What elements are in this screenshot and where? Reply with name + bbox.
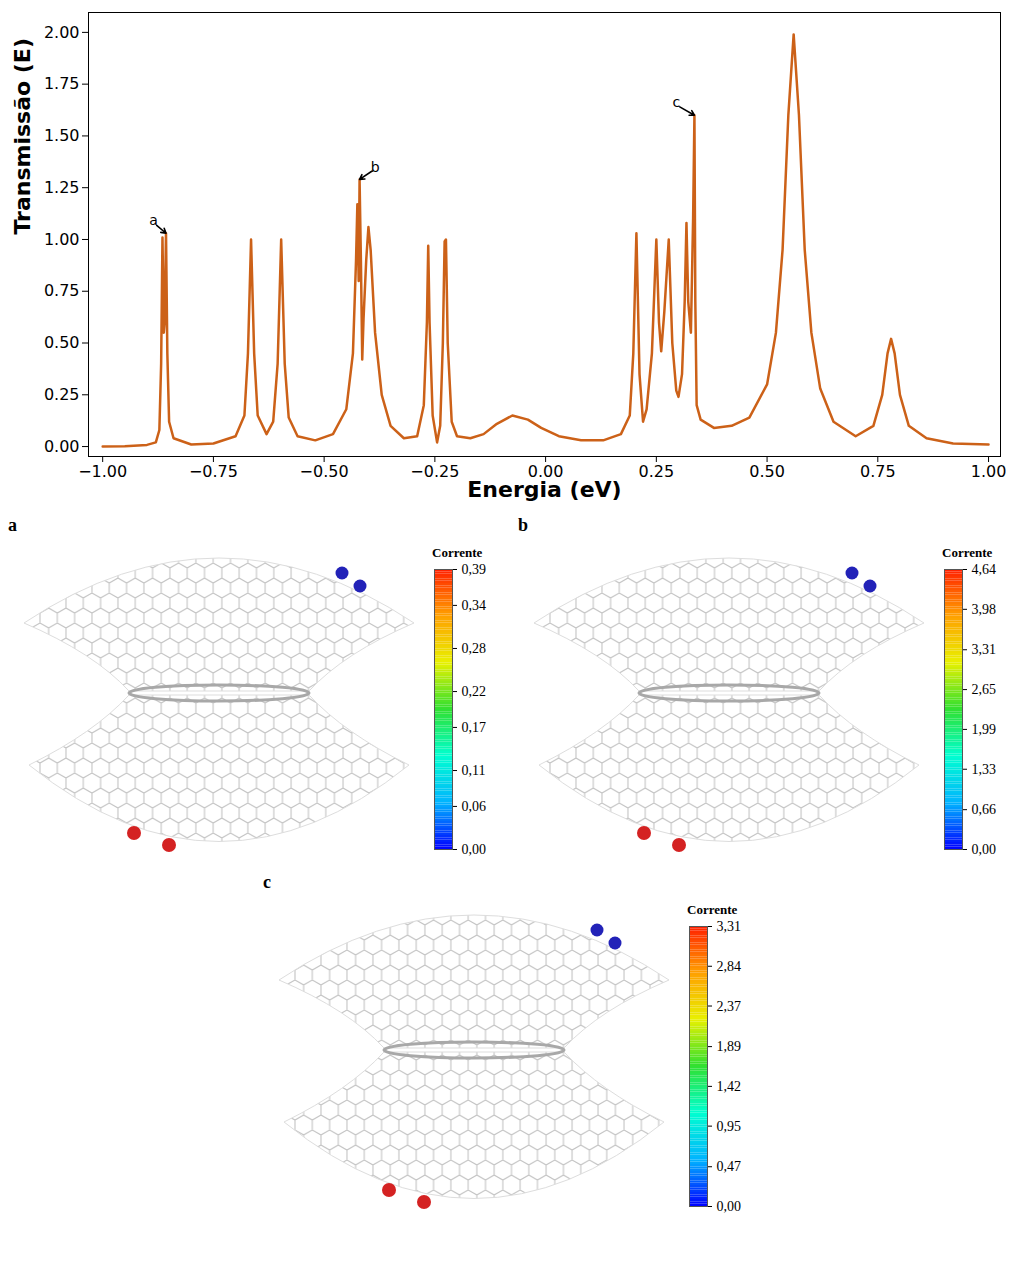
html-text:a: a: [8, 515, 17, 535]
svg-text:3,31: 3,31: [717, 919, 742, 934]
svg-text:0,34: 0,34: [462, 598, 487, 613]
svg-text:−0.50: −0.50: [300, 462, 349, 481]
svg-text:0,00: 0,00: [717, 1199, 742, 1214]
svg-text:1,99: 1,99: [972, 722, 997, 737]
html-text:c: c: [263, 872, 271, 892]
svg-text:−0.25: −0.25: [410, 462, 459, 481]
svg-text:1.75: 1.75: [44, 74, 80, 93]
svg-text:0,11: 0,11: [462, 763, 486, 778]
svg-text:2,65: 2,65: [972, 682, 997, 697]
svg-text:1.25: 1.25: [44, 178, 80, 197]
svg-text:0.25: 0.25: [639, 462, 675, 481]
svg-text:1.00: 1.00: [971, 462, 1007, 481]
html-text:Corrente: Corrente: [432, 545, 483, 560]
svg-text:0,47: 0,47: [717, 1159, 742, 1174]
svg-text:−1.00: −1.00: [78, 462, 127, 481]
svg-text:2,37: 2,37: [717, 998, 742, 1013]
svg-text:0,06: 0,06: [462, 799, 487, 814]
svg-text:b: b: [371, 159, 380, 175]
svg-text:0.50: 0.50: [749, 462, 785, 481]
svg-text:0,66: 0,66: [972, 802, 997, 817]
svg-text:1,33: 1,33: [972, 762, 997, 777]
html-text:Corrente: Corrente: [687, 902, 738, 917]
svg-text:0,22: 0,22: [462, 684, 487, 699]
html-text:Corrente: Corrente: [942, 545, 993, 560]
svg-text:0,00: 0,00: [972, 842, 997, 857]
svg-text:0.00: 0.00: [44, 437, 80, 456]
html-text:b: b: [518, 515, 528, 535]
svg-text:0.75: 0.75: [860, 462, 896, 481]
svg-text:0,28: 0,28: [462, 641, 487, 656]
svg-text:a: a: [149, 212, 158, 228]
svg-text:0.00: 0.00: [527, 461, 564, 481]
svg-text:1,89: 1,89: [717, 1039, 742, 1054]
svg-text:3,31: 3,31: [972, 642, 997, 657]
svg-text:1.00: 1.00: [44, 230, 80, 249]
svg-text:0,17: 0,17: [462, 720, 487, 735]
svg-text:−0.75: −0.75: [189, 462, 238, 481]
svg-text:4,64: 4,64: [972, 562, 997, 577]
svg-text:2.00: 2.00: [44, 23, 80, 42]
svg-text:0,39: 0,39: [462, 562, 487, 577]
svg-text:0,00: 0,00: [462, 842, 487, 857]
svg-text:Transmissão (E): Transmissão (E): [10, 38, 35, 234]
svg-text:0.50: 0.50: [44, 333, 80, 352]
svg-text:Energia (eV): Energia (eV): [467, 477, 621, 502]
svg-text:0.25: 0.25: [44, 385, 80, 404]
svg-text:0.75: 0.75: [44, 281, 80, 300]
svg-text:c: c: [672, 94, 680, 110]
svg-text:2,84: 2,84: [717, 959, 742, 974]
svg-text:1.50: 1.50: [44, 126, 80, 145]
svg-text:1,42: 1,42: [717, 1079, 742, 1094]
svg-text:0,95: 0,95: [717, 1119, 742, 1134]
svg-text:3,98: 3,98: [972, 602, 997, 617]
